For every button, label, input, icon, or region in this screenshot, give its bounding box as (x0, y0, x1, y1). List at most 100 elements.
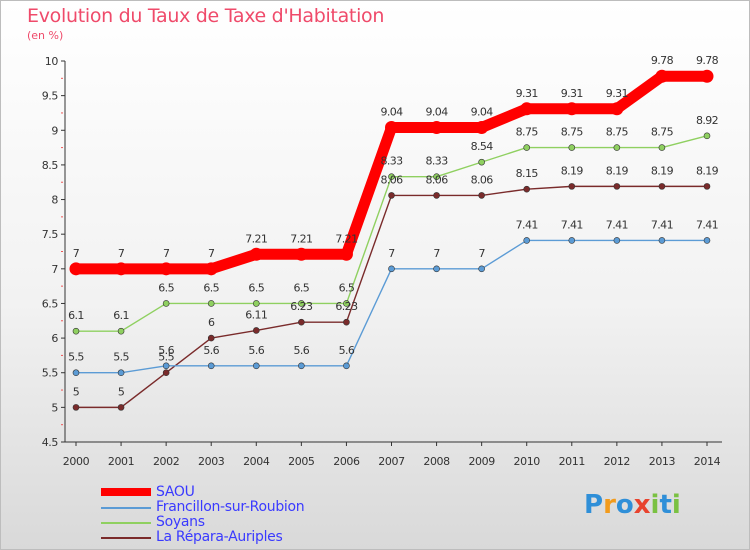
data-point (72, 369, 80, 377)
legend-item-saou[interactable]: SAOU (101, 484, 361, 501)
y-tick-label: 10 (45, 55, 59, 68)
data-label: 6.1 (68, 309, 84, 322)
data-point (433, 192, 440, 199)
x-tick-label: 2013 (649, 455, 676, 468)
data-point (388, 192, 395, 199)
legend-label: Soyans (156, 514, 205, 530)
data-label: 5.5 (68, 351, 84, 364)
data-label: 5.6 (203, 344, 219, 357)
data-label: 9.78 (696, 54, 719, 67)
data-label: 8.06 (426, 173, 449, 186)
y-tick-label: 8 (51, 194, 58, 207)
logo-letter: i (650, 490, 660, 520)
data-point (298, 318, 305, 326)
data-point (252, 300, 260, 307)
data-point (294, 247, 308, 261)
data-point (162, 362, 170, 370)
data-point (207, 362, 215, 370)
data-label: 9.78 (651, 54, 674, 67)
data-point (298, 300, 305, 307)
y-tick-label: 7.5 (42, 228, 59, 241)
data-point (252, 362, 260, 370)
data-point (700, 69, 714, 83)
legend-label: Francillon-sur-Roubion (156, 499, 305, 515)
data-point (568, 183, 576, 190)
data-point (658, 183, 666, 190)
data-label: 7.41 (516, 218, 538, 231)
data-label: 7.41 (651, 218, 673, 231)
data-label: 5.5 (113, 351, 129, 364)
data-label: 8.33 (380, 155, 403, 168)
data-label: 6 (208, 316, 215, 329)
data-point (162, 300, 170, 307)
data-point (478, 265, 485, 273)
data-point (204, 262, 218, 276)
data-point (207, 300, 215, 307)
data-label: 9.04 (471, 106, 494, 119)
data-label: 7 (163, 247, 170, 260)
y-tick-label: 6.5 (42, 297, 59, 310)
logo-letter: o (615, 490, 634, 520)
data-label: 5.6 (248, 344, 264, 357)
data-point (117, 327, 125, 335)
data-label: 6.5 (294, 281, 310, 294)
x-tick-label: 2000 (63, 455, 90, 468)
data-label: 6.5 (339, 281, 355, 294)
data-label: 7.21 (245, 232, 267, 245)
data-label: 8.19 (651, 164, 674, 177)
data-point (613, 144, 621, 151)
x-tick-label: 2008 (423, 455, 450, 468)
data-point (655, 69, 669, 83)
data-point (162, 369, 170, 377)
data-label: 8.06 (380, 173, 403, 186)
data-label: 8.92 (696, 114, 718, 127)
data-label: 9.04 (380, 106, 403, 119)
data-label: 7 (478, 247, 485, 260)
legend-swatch (101, 507, 151, 509)
data-point (343, 362, 350, 370)
data-point (117, 404, 125, 411)
data-label: 8.75 (606, 126, 629, 139)
data-label: 5.6 (294, 344, 310, 357)
x-tick-label: 2011 (559, 455, 585, 468)
data-label: 5 (118, 385, 125, 398)
data-label: 7.21 (290, 232, 312, 245)
data-point (658, 237, 666, 244)
data-point (207, 334, 215, 342)
data-label: 6.1 (113, 309, 129, 322)
data-point (478, 158, 485, 166)
data-labels: 7 7 7 7 7.21 7.21 7.21 9.04 9.04 9.04 9.31 9.31 9.31… (68, 54, 719, 398)
data-label: 6.23 (335, 300, 358, 313)
data-label: 7.21 (335, 232, 357, 245)
data-label: 8.15 (516, 167, 539, 180)
x-tick-label: 2002 (153, 455, 179, 468)
proxiti-logo: Proxiti (584, 490, 681, 520)
y-tick-label: 5 (51, 401, 58, 414)
x-tick-label: 2007 (378, 455, 405, 468)
x-tick-label: 2012 (604, 455, 630, 468)
data-point (385, 121, 398, 135)
data-point (703, 132, 711, 140)
legend-item-soyans[interactable]: Soyans (101, 514, 361, 531)
y-tick-label: 5.5 (42, 367, 59, 380)
data-label: 8.75 (516, 126, 539, 139)
data-point (343, 318, 350, 326)
data-point (388, 265, 395, 273)
data-label: 5.6 (158, 344, 174, 357)
series-layer (69, 69, 714, 411)
data-point (523, 185, 531, 193)
y-tick-label: 6 (51, 332, 58, 345)
data-point (475, 121, 489, 135)
x-tick-label: 2009 (468, 455, 495, 468)
x-tick-label: 2010 (514, 455, 541, 468)
x-tick-label: 2005 (288, 455, 315, 468)
data-point (114, 262, 128, 276)
legend-label: SAOU (156, 484, 195, 500)
legend-item-francillon[interactable]: Francillon-sur-Roubion (101, 499, 361, 516)
data-label: 8.19 (561, 164, 584, 177)
data-point (658, 144, 666, 151)
y-tick-label: 7 (51, 263, 58, 276)
legend-item-la-repara[interactable]: La Répara-Auriples (101, 529, 361, 546)
x-tick-label: 2004 (243, 455, 270, 468)
data-point (117, 369, 125, 377)
